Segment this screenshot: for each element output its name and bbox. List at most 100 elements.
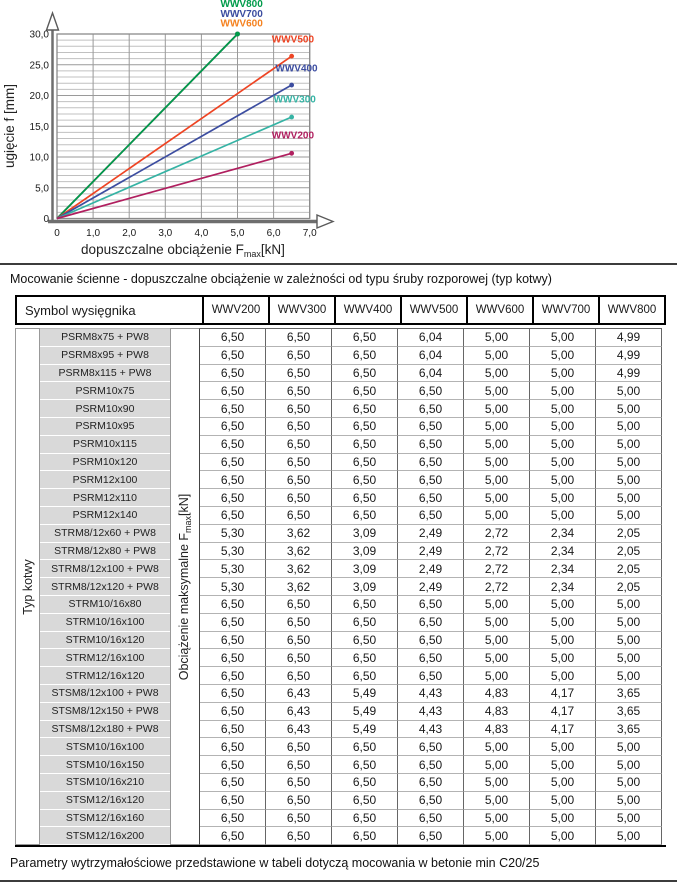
table-cell: 6,50: [200, 791, 266, 810]
svg-text:30,0: 30,0: [30, 30, 50, 41]
table-cell: 6,50: [266, 453, 332, 472]
table-cell: 6,50: [398, 809, 464, 828]
table-cell: 6,50: [398, 489, 464, 507]
max-load-label: Obciążenie maksymalne Fmax[kN]: [177, 493, 193, 680]
table-cell: 4,17: [530, 684, 596, 703]
table-cell: 4,83: [464, 684, 530, 703]
table-cell: 6,50: [266, 329, 332, 347]
table-cell: 2,72: [464, 560, 530, 579]
table-cell: 6,50: [332, 773, 398, 792]
table-cell: 5,00: [530, 489, 596, 507]
load-table: Symbol wysięgnika WWV200 WWV300 WWV400 WWV5…: [15, 295, 666, 848]
table-row-symbol: STRM10/16x120: [40, 631, 170, 650]
table-cell: 5,00: [596, 400, 662, 418]
table-cell: 6,50: [200, 471, 266, 490]
table-body: Typ kotwy PSRM8x75 + PW8 PSRM8x95 + PW8 PS…: [15, 328, 666, 848]
table-cell: 6,50: [332, 613, 398, 632]
table-row-symbol: STRM12/16x100: [40, 649, 170, 668]
table-cell: 5,00: [464, 435, 530, 454]
table-row-symbol: STRM8/12x120 + PW8: [40, 578, 170, 596]
table-row-symbol: PSRM10x120: [40, 453, 170, 472]
table-row-symbol: PSRM10x90: [40, 400, 170, 418]
table-cell: 6,50: [200, 329, 266, 347]
column-header-wwv800: WWV800: [598, 297, 664, 323]
table-cell: 5,00: [464, 667, 530, 685]
table-cell: 5,00: [464, 738, 530, 757]
table-cell: 5,00: [596, 738, 662, 757]
table-cell: 6,50: [398, 382, 464, 401]
table-cell: 5,30: [200, 578, 266, 596]
svg-text:WWV700: WWV700: [221, 9, 264, 20]
table-cell: 6,50: [332, 453, 398, 472]
column-header-wwv300: WWV300: [268, 297, 334, 323]
table-cell: 6,50: [332, 667, 398, 685]
svg-text:5,0: 5,0: [231, 228, 245, 239]
table-cell: 5,00: [530, 346, 596, 365]
table-row-symbol: PSRM8x75 + PW8: [40, 329, 170, 347]
svg-text:6,0: 6,0: [267, 228, 281, 239]
table-cell: 6,50: [266, 756, 332, 774]
table-cell: 6,50: [266, 364, 332, 383]
anchor-type-label: Typ kotwy: [20, 558, 35, 615]
svg-text:dopuszczalne obciążenie Fmax[k: dopuszczalne obciążenie Fmax[kN]: [81, 242, 285, 259]
table-row-symbol: PSRM12x110: [40, 489, 170, 507]
table-cell: 4,17: [530, 702, 596, 721]
table-caption: Mocowanie ścienne - dopuszczalne obciąże…: [10, 272, 552, 286]
table-cell: 6,50: [200, 613, 266, 632]
svg-text:10,0: 10,0: [30, 153, 50, 164]
table-cell: 6,50: [332, 364, 398, 383]
table-cell: 5,00: [530, 382, 596, 401]
table-cell: 5,00: [530, 471, 596, 490]
svg-text:0: 0: [54, 228, 60, 239]
table-cell: 6,50: [200, 756, 266, 774]
table-cell: 6,50: [200, 684, 266, 703]
table-cell: 6,50: [200, 738, 266, 757]
table-cell: 2,05: [596, 560, 662, 579]
table-cell: 3,62: [266, 578, 332, 596]
table-cell: 3,09: [332, 542, 398, 561]
table-row-symbol: PSRM8x115 + PW8: [40, 364, 170, 383]
table-row-symbol: STSM10/16x100: [40, 738, 170, 757]
table-cell: 5,00: [464, 613, 530, 632]
svg-text:5,0: 5,0: [35, 183, 49, 194]
table-cell: 5,00: [596, 667, 662, 685]
table-cell: 6,43: [266, 702, 332, 721]
table-cell: 5,30: [200, 542, 266, 561]
table-cell: 4,43: [398, 720, 464, 739]
table-row-symbol: STRM8/12x100 + PW8: [40, 560, 170, 579]
table-cell: 5,00: [530, 329, 596, 347]
table-cell: 5,00: [464, 595, 530, 614]
table-cell: 6,50: [200, 382, 266, 401]
table-cell: 2,34: [530, 542, 596, 561]
table-cell: 5,00: [596, 595, 662, 614]
table-cell: 5,00: [464, 382, 530, 401]
table-cell: 6,50: [398, 435, 464, 454]
table-cell: 6,50: [332, 756, 398, 774]
table-cell: 6,50: [398, 613, 464, 632]
table-row-symbol: STSM8/12x150 + PW8: [40, 702, 170, 721]
deflection-chart: 0 5,0 10,0 15,0 20,0 25,0 30,0 0 1,0 2,0 3,0 4,0 5,0…: [0, 0, 345, 263]
svg-text:0: 0: [43, 214, 49, 225]
svg-text:2,0: 2,0: [122, 228, 136, 239]
table-cell: 6,50: [398, 738, 464, 757]
table-cell: 6,50: [398, 595, 464, 614]
table-cell: 5,00: [530, 595, 596, 614]
table-cell: 6,50: [266, 773, 332, 792]
values-grid: 6,50 6,50 6,50 6,04 5,00 5,00 4,99 6,50 6,50 6,50…: [200, 328, 662, 846]
table-cell: 6,50: [398, 453, 464, 472]
table-header-row: Symbol wysięgnika WWV200 WWV300 WWV400 WWV5…: [15, 295, 666, 325]
table-cell: 6,50: [332, 595, 398, 614]
table-cell: 6,50: [332, 809, 398, 828]
table-cell: 6,50: [200, 827, 266, 846]
table-cell: 5,00: [530, 613, 596, 632]
table-cell: 5,00: [464, 756, 530, 774]
table-cell: 3,62: [266, 560, 332, 579]
table-cell: 6,50: [266, 506, 332, 525]
column-headers: WWV200 WWV300 WWV400 WWV500 WWV600 WWV700 WWV8…: [202, 297, 664, 323]
table-cell: 6,50: [398, 667, 464, 685]
table-cell: 5,00: [596, 471, 662, 490]
table-cell: 3,62: [266, 524, 332, 543]
deflection-chart-svg: 0 5,0 10,0 15,0 20,0 25,0 30,0 0 1,0 2,0 3,0 4,0 5,0…: [2, 0, 335, 259]
svg-text:15,0: 15,0: [30, 122, 50, 133]
table-cell: 6,43: [266, 684, 332, 703]
